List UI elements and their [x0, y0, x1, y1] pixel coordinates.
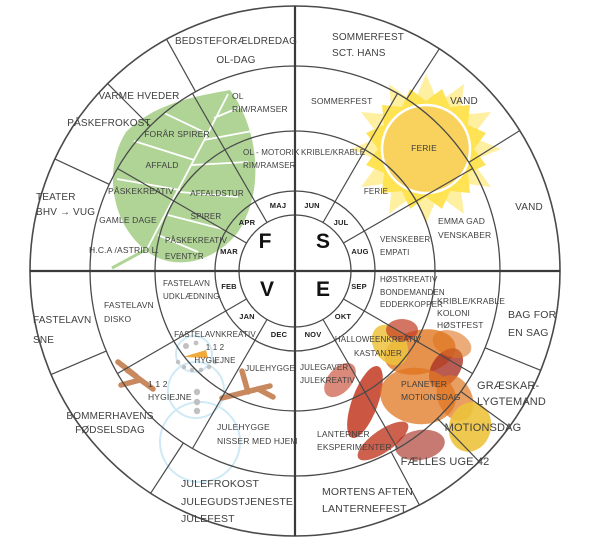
season-letter-winter: V [259, 278, 275, 301]
month-label-apr: APR [238, 218, 256, 227]
label-mid-hca-astrid: H.C.A /ASTRID L. [89, 245, 159, 255]
summer-sun-graphic [351, 74, 501, 224]
label-outer-motionsdag: MOTIONSDAG [444, 422, 522, 434]
label-mid-lanterner-eksperimenter: LANTERNER EKSPERIMENTER [317, 429, 392, 452]
label-mid-krible-koloni-hoestfest: KRIBLE/KRABLE KOLONI HØSTFEST [437, 296, 506, 330]
label-outer-paaskefrokost: PÅSKEFROKOST [67, 118, 151, 129]
label-in-hoestkreativ: HØSTKREATIV BONDEMANDEN EDDERKOPPER [380, 275, 445, 309]
label-mid-ferie-sun: FERIE [411, 143, 437, 153]
winter-snowman-graphic [115, 335, 276, 483]
autumn-leaf [386, 319, 418, 341]
label-outer-varme-hveder: VARME HVEDER [98, 91, 180, 102]
month-label-jul: JUL [333, 218, 349, 227]
label-outer-vand-right: VAND [515, 202, 543, 213]
label-mid-112-hygiejne: 1 1 2 HYGIEJNE [148, 379, 192, 402]
outer-ring-spokes [50, 38, 541, 506]
snowman-carrot-nose [183, 350, 208, 358]
leaf-veins [116, 93, 253, 253]
autumn-leaf [380, 367, 456, 425]
month-label-nov: NOV [304, 330, 322, 339]
label-mid-foraar-spirer: FORÅR SPIRER [144, 129, 210, 139]
label-outer-fastelavn-sne: FASTELAVN SNE [33, 315, 92, 346]
label-in-ol-motorik: OL - MOTORIK RIM/RAMSER [243, 148, 300, 170]
autumn-leaf [395, 429, 445, 461]
label-in-venskeber-empati: VENSKEBER EMPATI [380, 235, 431, 257]
label-outer-sommerfest-scthans: SOMMERFEST SCT. HANS [332, 32, 405, 59]
season-letter-autumn: E [315, 278, 331, 301]
month-label-okt: OKT [334, 312, 352, 321]
wheel-grid [29, 5, 561, 537]
snowman-face-dots [175, 340, 218, 415]
label-in-ferie: FERIE [363, 187, 389, 196]
label-outer-faelles-uge-42: FÆLLES UGE 42 [400, 456, 490, 468]
month-label-dec: DEC [270, 330, 288, 339]
label-in-krible-krable: KRIBLE/KRABLE [301, 148, 366, 157]
label-in-affaldstur: AFFALDSTUR [190, 189, 244, 198]
sun-core [380, 103, 472, 195]
month-label-mar: MAR [220, 247, 238, 256]
autumn-leaf [347, 366, 383, 438]
leaf-stem [111, 247, 148, 270]
label-outer-graeskar-lygtemand: GRÆSKAR- LYGTEMAND [477, 380, 546, 408]
label-outer-bedsteforaeldredag: BEDSTEFORÆLDREDAG OL-DAG [174, 36, 298, 66]
label-outer-vand-top: VAND [450, 96, 478, 107]
label-outer-julefrokost: JULEFROKOST JULEGUDSTJENESTE JULEFEST [181, 478, 294, 525]
month-label-maj: MAJ [269, 201, 287, 210]
season-letter-summer: S [315, 230, 331, 253]
autumn-leaf [432, 329, 472, 359]
sector-spokes [117, 93, 473, 449]
label-mid-affald: AFFALD [145, 160, 179, 170]
month-label-feb: FEB [221, 282, 237, 291]
label-in-spirer: SPIRER [190, 212, 222, 221]
label-outer-mortens-aften: MORTENS AFTEN LANTERNEFEST [322, 486, 414, 515]
label-outer-teater-bhv-vug: TEATER BHV → VUG [36, 192, 96, 218]
month-label-sep: SEP [351, 282, 367, 291]
label-outer-bommerhavens-foedselsdag: BOMMERHAVENS FØDSELSDAG [66, 411, 154, 436]
autumn-leaf [448, 402, 492, 452]
label-mid-planeter-motionsdag: PLANETER MOTIONSDAG [401, 379, 461, 402]
label-in-fastelavnkreativ: FASTELAVNKREATIV 1 1 2 HYGIEJNE [174, 330, 256, 365]
label-mid-emma-gad-venskaber: EMMA GAD VENSKABER [438, 216, 492, 240]
month-label-aug: AUG [351, 247, 369, 256]
label-outer-bag-for-en-sag: BAG FOR EN SAG [508, 309, 557, 339]
label-mid-gamle-dage: GAMLE DAGE [99, 215, 157, 225]
label-in-fastelavn-udklaedning: FASTELAVN UDKLÆDNING [163, 279, 220, 301]
month-label-jan: JAN [239, 312, 255, 321]
autumn-leaves-graphic [324, 319, 492, 461]
label-in-paaskekreativ-eventyr: PÅSKEKREATIV EVENTYR [165, 236, 228, 261]
label-in-halloween-kastanjer: HALLOWEENKREATIV KASTANJER [334, 335, 422, 358]
month-label-jun: JUN [304, 201, 320, 210]
label-mid-paaskekreativ: PÅSKEKREATIV [108, 186, 174, 196]
autumn-leaf [324, 362, 356, 398]
label-in-julegaver-julekreativ: JULEGAVER JULEKREATIV [300, 363, 355, 385]
quadrant-cross [30, 6, 560, 536]
season-letter-spring: F [258, 230, 272, 253]
label-mid-fastelavn-disko: FASTELAVN DISKO [104, 300, 154, 324]
leaf-body [112, 90, 256, 263]
label-mid-julehygge-nisser: JULEHYGGE NISSER MED HJEM [217, 422, 298, 446]
label-mid-ol-rim-ramser: OL RIM/RAMSER [232, 91, 288, 114]
label-mid-sommerfest: SOMMERFEST [311, 96, 373, 106]
spring-leaf-graphic [111, 90, 256, 270]
autumn-leaf [357, 421, 409, 461]
label-in-julehygge: JULEHYGGE [245, 364, 295, 373]
